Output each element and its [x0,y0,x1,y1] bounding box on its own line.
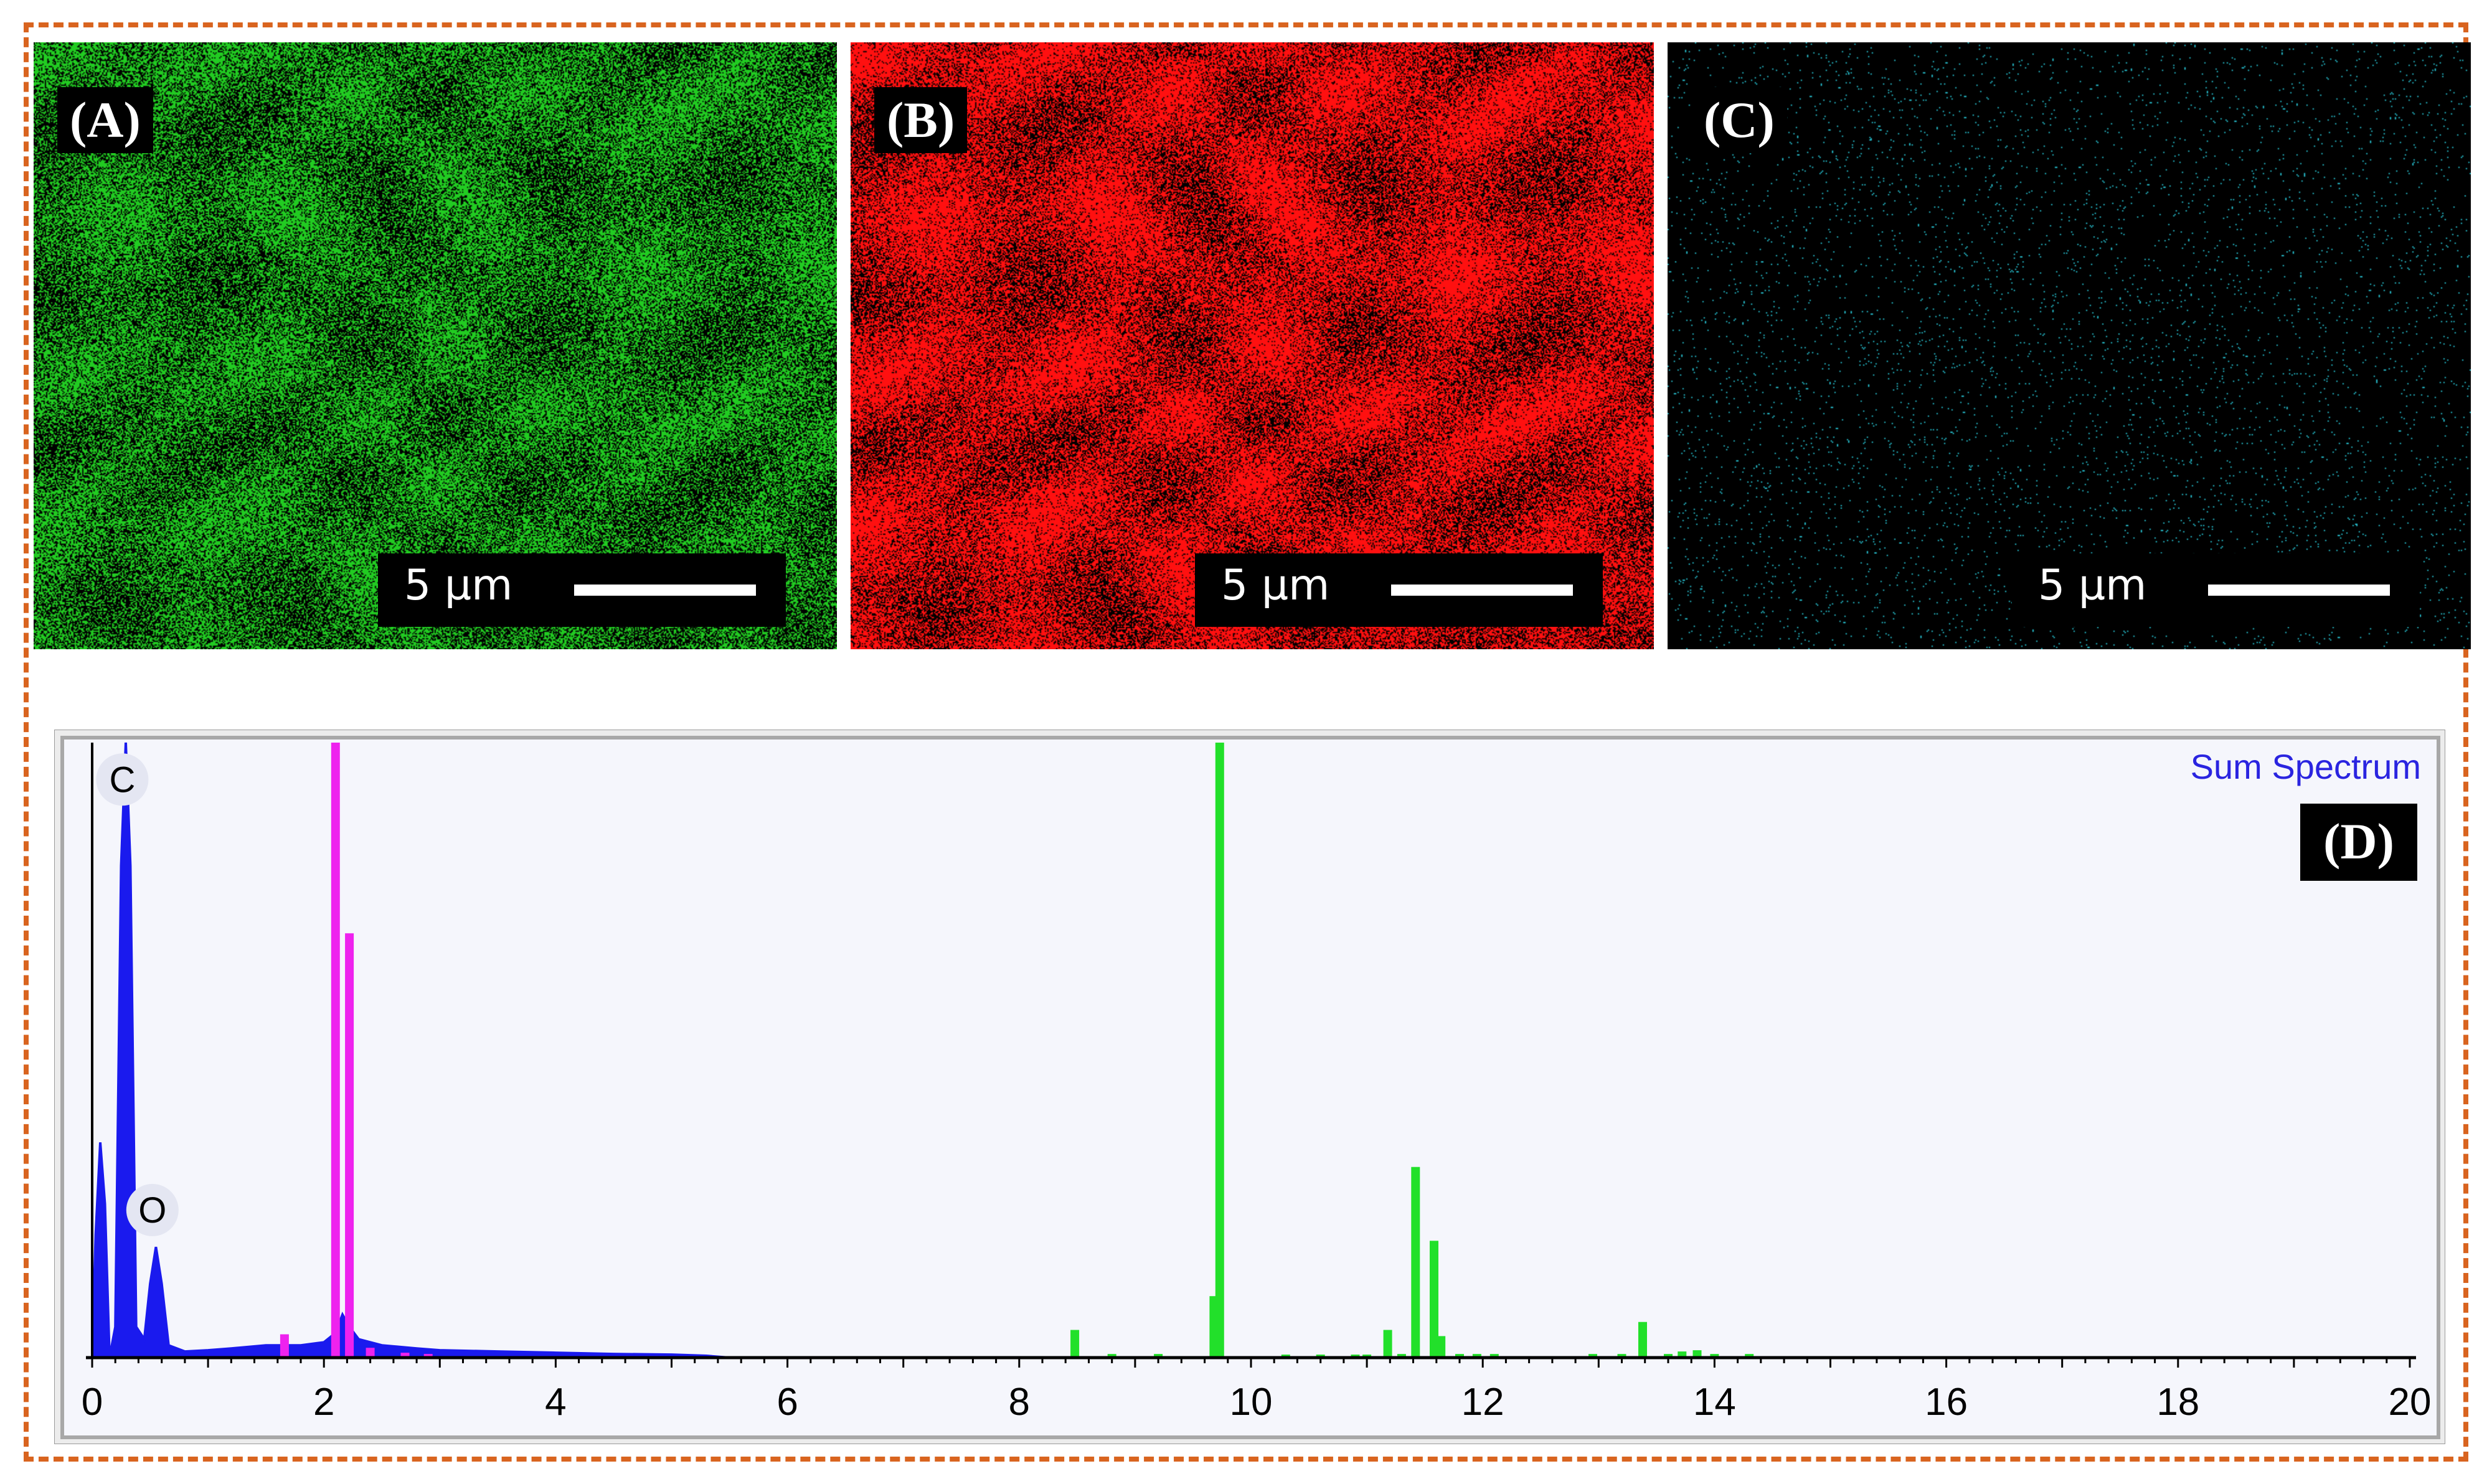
scale-bar-a: 5 µm [378,553,786,627]
scale-line-c [2208,585,2390,596]
series-2-bar-10 [1397,1354,1406,1358]
series-1-bar-0 [280,1334,289,1358]
series-1-bar-4 [400,1353,410,1358]
scale-text-a: 5 µm [404,561,513,610]
panel-label-b: (B) [874,87,968,153]
series-1-bar-1 [331,743,340,1358]
series-2-bar-12 [1430,1241,1438,1358]
series-2-bar-24 [1745,1354,1754,1358]
panel-label-d: (D) [2323,813,2394,870]
scale-bar-c: 5 µm [2012,553,2420,627]
spectrum-series [90,742,1754,1359]
x-tick-label: 18 [2156,1381,2199,1424]
x-tick-label: 0 [82,1381,103,1424]
series-1-bar-5 [423,1354,433,1358]
elemental-map-a: (A) 5 µm [34,42,837,649]
series-2-bar-2 [1154,1354,1163,1358]
series-2-bar-0 [1070,1330,1080,1358]
elemental-map-b: (B) 5 µm [851,42,1654,649]
peak-label-badge [126,1183,179,1236]
elemental-map-c: (C) 5 µm [1668,42,2471,649]
series-1-bar-3 [366,1348,375,1358]
peak-label-O: O [138,1190,166,1231]
map-b-image [851,42,1654,649]
x-tick-label: 2 [313,1381,334,1424]
peak-labels: CO [96,753,179,1236]
series-2-bar-16 [1489,1354,1499,1358]
x-tick-label: 6 [776,1381,798,1424]
x-tick-label: 8 [1009,1381,1030,1424]
panel-label-d-box [2300,804,2417,881]
series-2-bar-17 [1588,1354,1597,1358]
series-2-bar-9 [1383,1330,1392,1358]
scale-text-c: 5 µm [2038,561,2147,610]
scale-text-b: 5 µm [1221,561,1330,610]
series-2-bar-11 [1411,1167,1420,1358]
series-2-bar-1 [1107,1354,1116,1358]
x-axis: 0 2 4 6 8 10 12 14 16 18 20 [82,743,2432,1424]
scale-line-a [574,585,756,596]
series-2-bar-13 [1437,1336,1446,1358]
scale-bar-b: 5 µm [1195,553,1603,627]
series-2-bar-19 [1638,1322,1647,1358]
panel-label-a: (A) [57,87,153,153]
panel-label-c: (C) [1691,87,1787,153]
spectrum-plot: 0 2 4 6 8 10 12 14 16 18 20 CO Sum Spectrum (D) [60,736,2440,1439]
series-2-bar-14 [1455,1354,1464,1358]
x-tick-label: 12 [1461,1381,1504,1424]
series-2-bar-15 [1472,1354,1481,1358]
peak-label-badge [96,753,149,806]
x-tick-label: 14 [1693,1381,1736,1424]
figure-frame [24,22,2468,1462]
peak-label-C: C [109,759,135,800]
scale-line-b [1391,585,1573,596]
plot-background [60,736,2440,1439]
series-2-bar-23 [1710,1354,1719,1358]
series-2-bar-4 [1215,743,1224,1358]
map-c-image [1668,42,2471,649]
series-2-bar-21 [1678,1351,1687,1358]
series-0-area [90,742,730,1359]
series-1-bar-2 [345,933,354,1358]
legend-sum-spectrum: Sum Spectrum [2191,747,2421,786]
series-2-bar-18 [1617,1354,1626,1358]
map-a-image [34,42,837,649]
series-2-bar-20 [1664,1354,1673,1358]
x-tick-label: 16 [1925,1381,1968,1424]
x-tick-label: 20 [2389,1381,2432,1424]
x-tick-label: 10 [1230,1381,1273,1424]
x-tick-label: 4 [545,1381,566,1424]
series-2-bar-22 [1692,1350,1702,1358]
